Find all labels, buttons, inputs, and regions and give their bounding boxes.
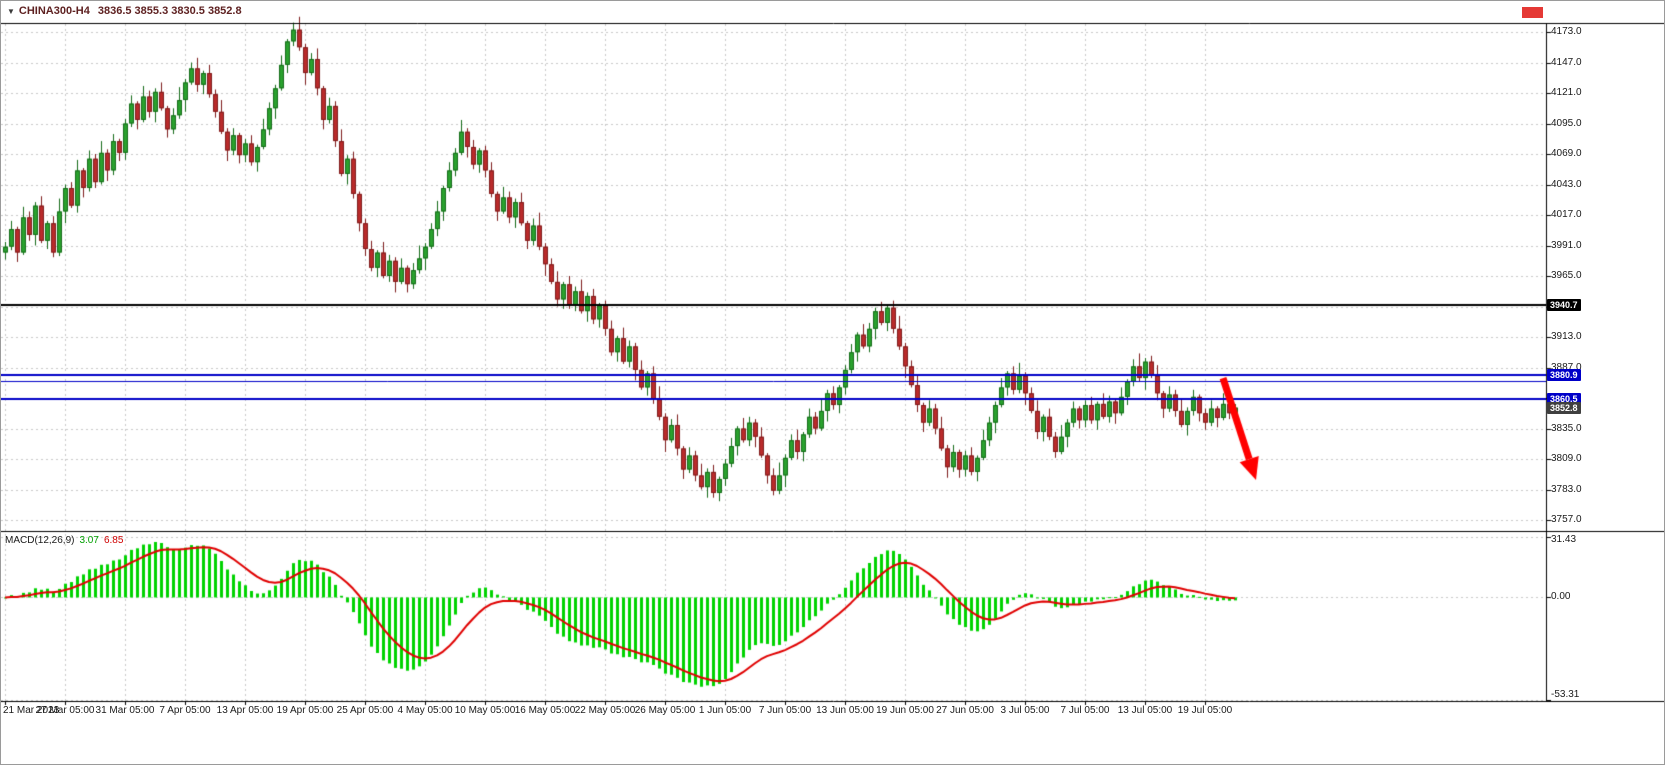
top-right-red-marker xyxy=(1522,7,1543,18)
macd-signal-value: 6.85 xyxy=(103,535,124,546)
macd-main-value: 3.07 xyxy=(79,535,99,546)
macd-params: MACD(12,26,9) xyxy=(5,535,75,546)
symbol-dropdown-icon[interactable]: ▼ xyxy=(7,7,15,16)
chart-title: ▼ CHINA300-H4 3836.5 3855.3 3830.5 3852.8 xyxy=(7,5,242,17)
ohlc-values: 3836.5 3855.3 3830.5 3852.8 xyxy=(97,5,242,17)
macd-indicator-label: MACD(12,26,9) 3.07 6.85 xyxy=(5,535,123,546)
symbol-period-label: CHINA300-H4 xyxy=(18,5,90,17)
